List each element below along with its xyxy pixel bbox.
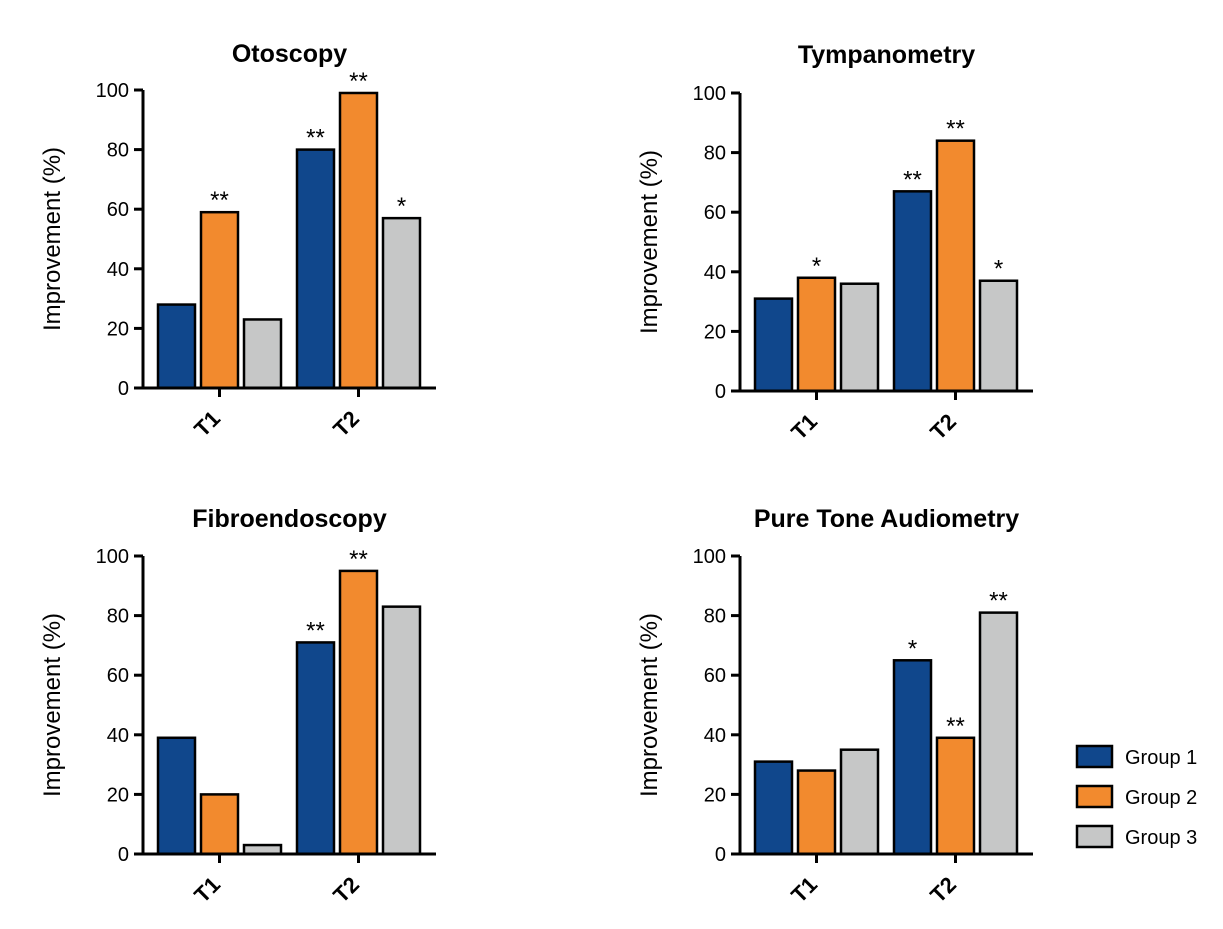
bar — [892, 659, 933, 856]
significance-label: ** — [349, 546, 368, 573]
legend: Group 1 Group 2 Group 3 — [1075, 744, 1197, 849]
y-tick-label: 40 — [704, 262, 726, 284]
x-tick-label: T2 — [328, 872, 364, 908]
y-tick-label: 40 — [704, 725, 726, 747]
chart-panel: Tympanometry Improvement (%) 0 20 40 60 80 100 *… — [636, 41, 1033, 445]
bar — [935, 736, 976, 856]
x-tick-label: T1 — [189, 872, 225, 908]
significance-label: ** — [306, 125, 325, 152]
bar — [338, 569, 379, 856]
x-tick-label: T2 — [925, 409, 961, 445]
x-tick-label: T1 — [189, 406, 225, 442]
y-tick-label: 100 — [96, 546, 129, 568]
significance-label: * — [812, 253, 821, 280]
y-tick-label: 20 — [704, 784, 726, 806]
y-tick-label: 40 — [107, 725, 129, 747]
bar — [156, 736, 197, 856]
chart-panel: Fibroendoscopy Improvement (%) 0 20 40 60 80 10… — [39, 505, 436, 908]
y-tick-label: 0 — [118, 378, 129, 400]
bar — [295, 148, 336, 390]
chart-title: Fibroendoscopy — [192, 505, 387, 533]
y-axis-label: Improvement (%) — [636, 613, 663, 797]
y-tick-label: 60 — [704, 202, 726, 224]
significance-label: ** — [306, 617, 325, 644]
bar — [156, 303, 197, 390]
y-tick-label: 20 — [107, 318, 129, 340]
bar — [935, 139, 976, 393]
significance-label: * — [908, 635, 917, 662]
bar — [796, 276, 837, 393]
bar — [753, 760, 794, 856]
bar — [978, 611, 1019, 856]
x-tick-label: T1 — [786, 409, 822, 445]
significance-label: ** — [946, 116, 965, 143]
y-tick-label: 0 — [715, 381, 726, 403]
y-tick-label: 0 — [715, 844, 726, 866]
significance-label: ** — [210, 187, 229, 214]
y-axis-label: Improvement (%) — [39, 147, 66, 331]
chart-title: Tympanometry — [798, 41, 975, 69]
bar — [892, 190, 933, 393]
bar — [839, 282, 880, 393]
y-axis-label: Improvement (%) — [39, 613, 66, 797]
legend-swatch — [1075, 784, 1114, 809]
y-tick-label: 80 — [107, 606, 129, 628]
y-tick-label: 80 — [704, 143, 726, 165]
y-tick-label: 80 — [704, 606, 726, 628]
y-tick-label: 0 — [118, 844, 129, 866]
y-tick-label: 100 — [693, 83, 726, 105]
y-axis-label: Improvement (%) — [636, 150, 663, 334]
bar — [199, 210, 240, 390]
legend-label: Group 1 — [1125, 747, 1197, 769]
x-tick-label: T2 — [328, 406, 364, 442]
chart-panel: Otoscopy Improvement (%) 0 20 40 60 80 100 ** T1 *… — [39, 40, 436, 442]
bar — [242, 318, 283, 390]
bar — [338, 91, 379, 390]
significance-label: * — [994, 256, 1003, 283]
bar — [796, 769, 837, 856]
x-tick-label: T2 — [925, 872, 961, 908]
y-tick-label: 20 — [107, 784, 129, 806]
legend-label: Group 3 — [1125, 827, 1197, 849]
y-tick-label: 100 — [96, 80, 129, 102]
legend-swatch — [1075, 824, 1114, 849]
y-tick-label: 40 — [107, 259, 129, 281]
y-tick-label: 80 — [107, 140, 129, 162]
significance-label: ** — [903, 166, 922, 193]
significance-label: ** — [989, 588, 1008, 615]
bar — [753, 297, 794, 393]
chart-title: Pure Tone Audiometry — [754, 505, 1019, 533]
y-tick-label: 100 — [693, 546, 726, 568]
bar — [199, 793, 240, 856]
significance-label: ** — [946, 713, 965, 740]
legend-label: Group 2 — [1125, 787, 1197, 809]
y-tick-label: 60 — [704, 665, 726, 687]
y-tick-label: 60 — [107, 199, 129, 221]
chart-panel: Pure Tone Audiometry Improvement (%) 0 20 40… — [636, 505, 1033, 908]
y-tick-label: 20 — [704, 321, 726, 343]
y-tick-label: 60 — [107, 665, 129, 687]
bar — [381, 605, 422, 856]
bar — [978, 279, 1019, 393]
x-tick-label: T1 — [786, 872, 822, 908]
significance-label: ** — [349, 68, 368, 95]
bar — [839, 748, 880, 856]
significance-label: * — [397, 193, 406, 220]
bar — [381, 216, 422, 390]
bar — [295, 641, 336, 856]
chart-title: Otoscopy — [232, 40, 347, 68]
legend-swatch — [1075, 744, 1114, 769]
